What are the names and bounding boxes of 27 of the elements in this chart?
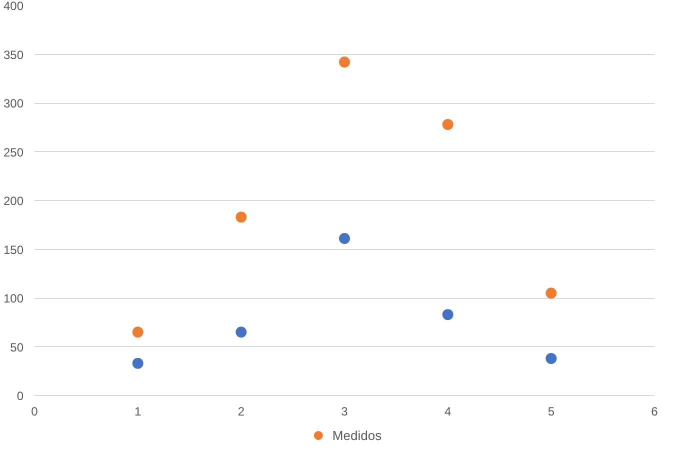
y-tick-label: 100 [3, 292, 24, 306]
x-tick-label: 6 [651, 404, 658, 418]
x-tick-label: 3 [341, 404, 348, 418]
x-tick-label: 2 [238, 404, 245, 418]
x-tick-label: 5 [548, 404, 555, 418]
y-tick-label: 50 [10, 340, 24, 354]
y-tick-label: 300 [3, 96, 24, 110]
x-tick-label: 0 [31, 404, 38, 418]
y-tick-label: 200 [3, 194, 24, 208]
y-tick-label: 400 [3, 0, 24, 13]
point [546, 288, 557, 299]
point [546, 352, 557, 364]
y-tick-label: 0 [16, 389, 24, 403]
point [132, 358, 144, 369]
x-tick-label: 4 [444, 404, 452, 418]
point [132, 326, 144, 338]
point [236, 326, 247, 338]
point [339, 233, 350, 244]
y-tick-label: 150 [3, 242, 24, 257]
point [236, 212, 247, 223]
legend-label: Medidos [332, 428, 382, 442]
x-tick-label: 1 [134, 404, 142, 418]
point [442, 118, 454, 130]
y-tick-label: 350 [3, 48, 24, 62]
point [339, 56, 350, 68]
y-tick-label: 250 [3, 145, 24, 160]
point [442, 309, 454, 320]
